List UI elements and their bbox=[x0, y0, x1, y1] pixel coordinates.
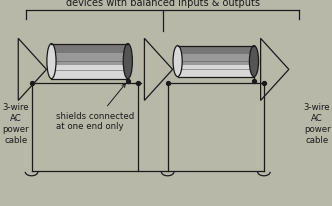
Bar bbox=[51, 70, 128, 75]
Bar bbox=[178, 50, 254, 54]
Bar bbox=[51, 75, 128, 79]
Bar bbox=[51, 57, 128, 62]
Text: shields connected
at one end only: shields connected at one end only bbox=[56, 84, 135, 131]
Bar bbox=[51, 66, 128, 71]
Bar bbox=[178, 46, 254, 50]
Ellipse shape bbox=[123, 44, 132, 79]
Bar bbox=[178, 73, 254, 77]
Bar bbox=[51, 53, 128, 57]
Ellipse shape bbox=[173, 46, 182, 77]
Bar bbox=[51, 44, 128, 79]
Bar bbox=[51, 49, 128, 53]
Text: devices with balanced inputs & outputs: devices with balanced inputs & outputs bbox=[66, 0, 260, 8]
Ellipse shape bbox=[249, 46, 259, 77]
Bar bbox=[178, 66, 254, 70]
Text: 3-wire
AC
power
cable: 3-wire AC power cable bbox=[304, 103, 330, 145]
Bar bbox=[178, 62, 254, 66]
Text: 3-wire
AC
power
cable: 3-wire AC power cable bbox=[3, 103, 29, 145]
Bar bbox=[51, 62, 128, 66]
Bar bbox=[178, 46, 254, 77]
Bar bbox=[51, 44, 128, 49]
Ellipse shape bbox=[47, 44, 56, 79]
Bar bbox=[178, 58, 254, 62]
Bar bbox=[178, 54, 254, 58]
Bar bbox=[178, 70, 254, 73]
